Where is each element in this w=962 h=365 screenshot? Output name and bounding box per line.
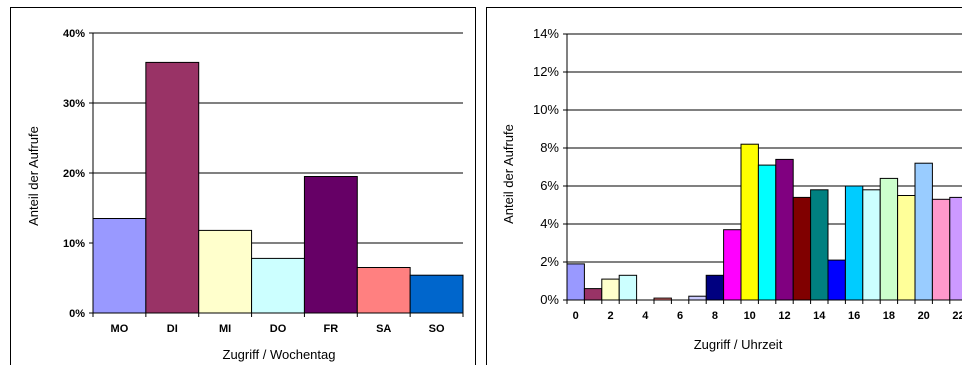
x-tick-label: MO (111, 323, 129, 335)
hour-chart-panel: 0% 2% 4% 6% 8% 10% 12% 14% 0 2 4 6 8 10 12 14 16 18 20 22 A… (486, 7, 962, 365)
bar-18 (879, 177, 899, 301)
x-tick-label: 14 (813, 310, 826, 322)
weekday-chart-panel: 0% 10% 20% 30% 40% MO DI MI DO FR SA SO Anteil der … (10, 7, 476, 365)
bar-9 (723, 229, 742, 301)
x-tick-label: 20 (918, 310, 930, 322)
bar-2 (601, 278, 620, 301)
bar-20 (914, 162, 933, 301)
bar-15 (827, 259, 846, 301)
bar-17 (862, 189, 881, 301)
bar-1 (583, 288, 603, 301)
bar-SA (356, 267, 411, 314)
x-tick-label: 22 (952, 310, 962, 322)
x-tick-label: 16 (848, 310, 860, 322)
x-tick-label: 6 (677, 310, 683, 322)
bar-10 (740, 143, 759, 301)
hour-chart: 0% 2% 4% 6% 8% 10% 12% 14% 0 2 4 6 8 10 12 14 16 18 20 22 A… (501, 26, 962, 352)
y-tick-label: 8% (540, 140, 559, 155)
x-tick-label: DI (167, 323, 178, 335)
y-tick-label: 10% (533, 102, 559, 117)
weekday-chart: 0% 10% 20% 30% 40% MO DI MI DO FR SA SO Anteil der … (26, 28, 464, 362)
y-axis-label: Anteil der Aufrufe (26, 126, 41, 226)
x-tick-label: 12 (778, 310, 790, 322)
y-tick-label: 10% (63, 238, 85, 250)
x-axis-label: Zugriff / Uhrzeit (694, 337, 783, 352)
y-tick-label: 4% (540, 216, 559, 231)
x-tick-label: 2 (607, 310, 613, 322)
y-tick-label: 0% (540, 292, 559, 307)
y-tick-label: 6% (540, 178, 559, 193)
bar-SO (409, 274, 464, 314)
bar-7 (688, 295, 707, 301)
x-tick-label: 4 (642, 310, 649, 322)
bar-12 (775, 158, 794, 301)
bar-FR (303, 176, 358, 314)
y-tick-label: 12% (533, 64, 559, 79)
x-tick-label: 8 (712, 310, 718, 322)
bar-11 (757, 164, 777, 301)
x-tick-label: MI (219, 323, 231, 335)
y-tick-label: 20% (63, 168, 85, 180)
y-tick-label: 0% (69, 308, 85, 320)
x-axis-label: Zugriff / Wochentag (223, 347, 336, 362)
x-tick-label: FR (324, 323, 339, 335)
bar-0 (566, 263, 585, 301)
x-tick-label: DO (270, 323, 287, 335)
y-tick-label: 2% (540, 254, 559, 269)
bar-22 (949, 196, 962, 301)
bar-MI (198, 229, 253, 314)
y-tick-label: 40% (63, 28, 85, 40)
bar-DI (145, 61, 200, 314)
bar-21 (931, 198, 951, 301)
x-tick-label: SO (429, 323, 445, 335)
bar-14 (810, 189, 829, 301)
bar-13 (792, 196, 812, 301)
bar-16 (844, 185, 864, 301)
x-tick-label: 18 (883, 310, 895, 322)
bar-8 (705, 274, 725, 301)
x-tick-label: SA (376, 323, 391, 335)
y-tick-label: 14% (533, 26, 559, 41)
y-tick-label: 30% (63, 98, 85, 110)
x-tick-label: 10 (744, 310, 756, 322)
bar-DO (251, 257, 305, 314)
bar-19 (897, 195, 916, 301)
y-axis-label: Anteil der Aufrufe (501, 124, 516, 224)
bar-MO (92, 218, 147, 314)
x-tick-label: 0 (573, 310, 579, 322)
bar-3 (618, 274, 638, 301)
